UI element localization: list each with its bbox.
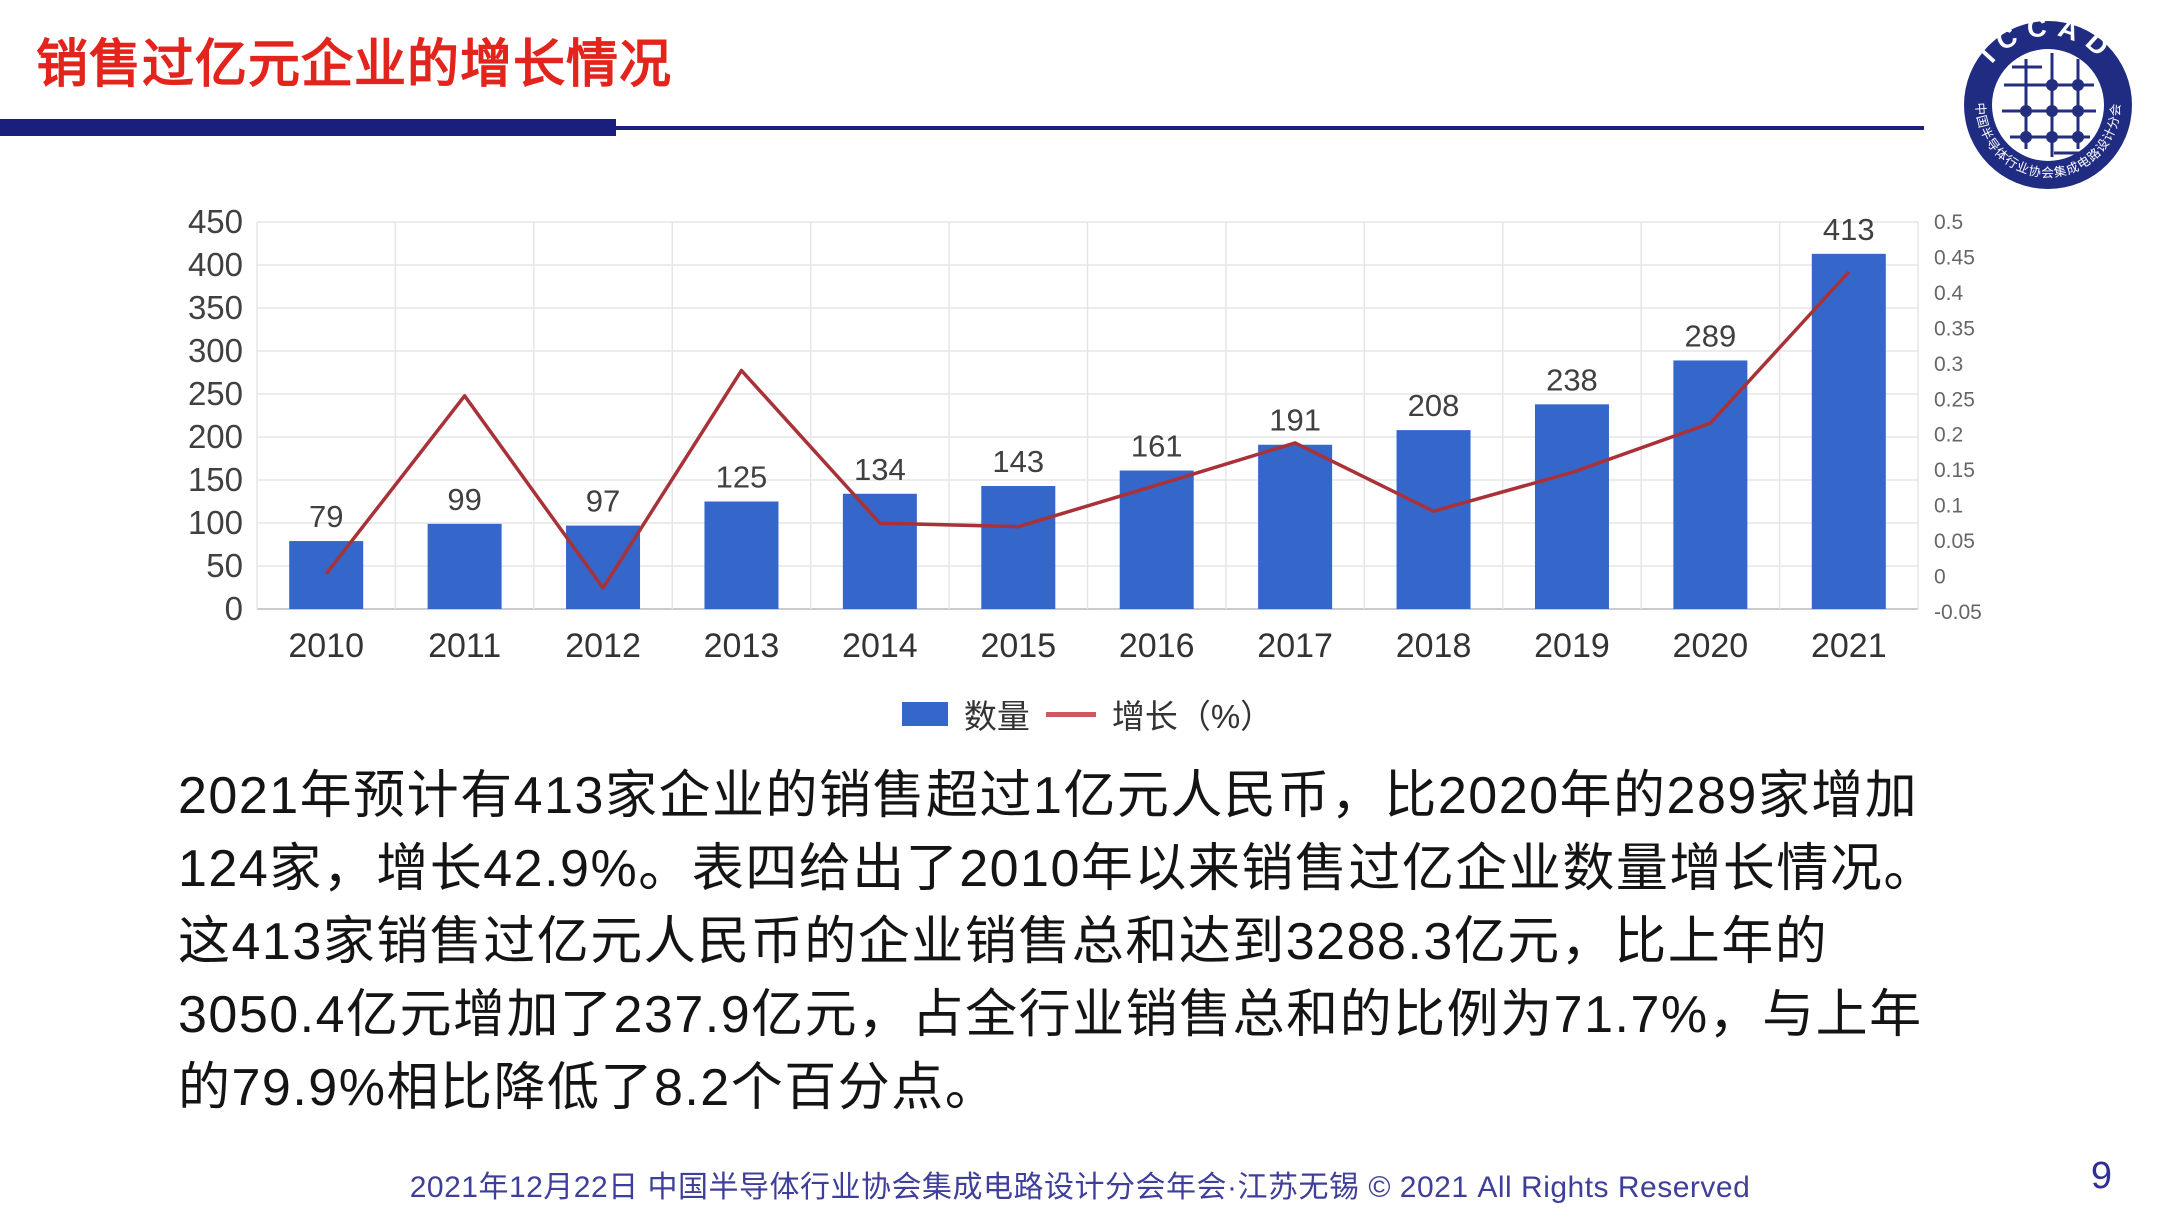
bar-label-2019: 238	[1546, 362, 1598, 397]
bar-2014	[842, 493, 917, 609]
bar-label-2021: 413	[1823, 212, 1875, 247]
x-tick-2010: 2010	[288, 627, 364, 665]
y-left-tick-250: 250	[188, 375, 243, 412]
title-underline-bar	[0, 119, 616, 136]
growth-chart-svg: 79 99 97 125 134 143 161 191 208 238 289 413 450 400 3…	[188, 203, 1982, 665]
bar-label-2014: 134	[854, 452, 906, 487]
bar-label-2017: 191	[1269, 403, 1321, 438]
legend-bar-swatch	[901, 702, 948, 726]
page-title: 销售过亿元企业的增长情况	[36, 36, 673, 94]
y-left-tick-350: 350	[188, 289, 243, 326]
bar-label-2012: 97	[586, 484, 620, 519]
bar-2015	[981, 486, 1056, 609]
y-right-tick-0.15: 0.15	[1934, 459, 1975, 482]
y-right-tick-0.1: 0.1	[1934, 495, 1963, 518]
bar-2021	[1811, 253, 1886, 609]
y-left-tick-400: 400	[188, 246, 243, 283]
logo-circuit-nodes	[2020, 79, 2084, 143]
bar-label-2013: 125	[716, 460, 768, 495]
y-right-tick-0.2: 0.2	[1934, 424, 1963, 447]
body-line-3: 这413家销售过亿元人民币的企业销售总和达到3288.3亿元，比上年的	[178, 913, 1829, 971]
body-paragraph: 2021年预计有413家企业的销售超过1亿元人民币，比2020年的289家增加 …	[178, 760, 2008, 1125]
y-right-tick-0.45: 0.45	[1934, 246, 1975, 269]
x-tick-2013: 2013	[704, 627, 780, 665]
bar-2011	[427, 523, 502, 609]
iccad-logo: ICCAD 中国半导体行业协会集成电路设计分会	[1964, 19, 2132, 189]
x-tick-2017: 2017	[1257, 627, 1333, 665]
y-left-tick-450: 450	[188, 203, 243, 240]
x-tick-2018: 2018	[1396, 627, 1472, 665]
y-right-tick-0.4: 0.4	[1934, 282, 1964, 305]
x-tick-2021: 2021	[1811, 627, 1887, 665]
x-tick-2020: 2020	[1673, 627, 1749, 665]
y-right-tick-0.3: 0.3	[1934, 353, 1963, 376]
y-right-tick--0.05: -0.05	[1934, 601, 1982, 624]
y-left-tick-100: 100	[188, 504, 243, 541]
y-right-tick-0.35: 0.35	[1934, 317, 1975, 340]
legend-line-label: 增长（%）	[1111, 698, 1274, 735]
chart-legend: 数量 增长（%）	[257, 692, 1918, 736]
growth-chart: 79 99 97 125 134 143 161 191 208 238 289 413 450 400 3…	[150, 190, 2050, 750]
y-left-tick-300: 300	[188, 332, 243, 369]
y-right-tick-0.25: 0.25	[1934, 388, 1975, 411]
bar-2017	[1258, 444, 1333, 609]
bar-2020	[1673, 360, 1748, 609]
x-tick-2011: 2011	[428, 627, 501, 665]
body-line-1: 2021年预计有413家企业的销售超过1亿元人民币，比2020年的289家增加	[178, 767, 1919, 825]
bar-2012	[566, 525, 641, 609]
y-right-tick-0: 0	[1934, 566, 1946, 589]
bar-2019	[1534, 404, 1609, 609]
body-line-4: 3050.4亿元增加了237.9亿元，占全行业销售总和的比例为71.7%，与上年	[178, 986, 1923, 1044]
bar-2010	[289, 541, 364, 609]
x-tick-2012: 2012	[565, 627, 641, 665]
bar-label-2020: 289	[1685, 318, 1737, 353]
page-number: 9	[2090, 1155, 2112, 1197]
y-left-tick-50: 50	[206, 547, 243, 584]
title-underline-line	[616, 126, 1924, 130]
x-tick-2019: 2019	[1534, 627, 1610, 665]
logo-inner-circle	[1992, 49, 2104, 161]
x-tick-2014: 2014	[842, 627, 918, 665]
y-left-tick-200: 200	[188, 418, 243, 455]
x-tick-2015: 2015	[980, 627, 1056, 665]
x-tick-2016: 2016	[1119, 627, 1195, 665]
bar-label-2015: 143	[992, 444, 1044, 479]
bar-label-2011: 99	[447, 482, 481, 517]
body-line-5: 的79.9%相比降低了8.2个百分点。	[178, 1059, 999, 1117]
y-right-tick-0.05: 0.05	[1934, 530, 1975, 553]
bar-label-2010: 79	[309, 499, 343, 534]
legend-line-swatch	[1045, 711, 1096, 717]
y-right-tick-0.5: 0.5	[1934, 211, 1963, 234]
bar-label-2016: 161	[1131, 429, 1183, 464]
legend-bar-label: 数量	[963, 698, 1030, 735]
bar-2013	[704, 501, 779, 609]
growth-line	[324, 270, 1851, 590]
bar-label-2018: 208	[1408, 388, 1460, 423]
y-left-tick-150: 150	[188, 461, 243, 498]
footer-text: 2021年12月22日 中国半导体行业协会集成电路设计分会年会·江苏无锡 © 2…	[409, 1171, 1751, 1204]
body-line-2: 124家，增长42.9%。表四给出了2010年以来销售过亿企业数量增长情况。	[178, 840, 1937, 898]
bar-2018	[1396, 430, 1471, 609]
y-left-tick-0: 0	[225, 590, 243, 627]
